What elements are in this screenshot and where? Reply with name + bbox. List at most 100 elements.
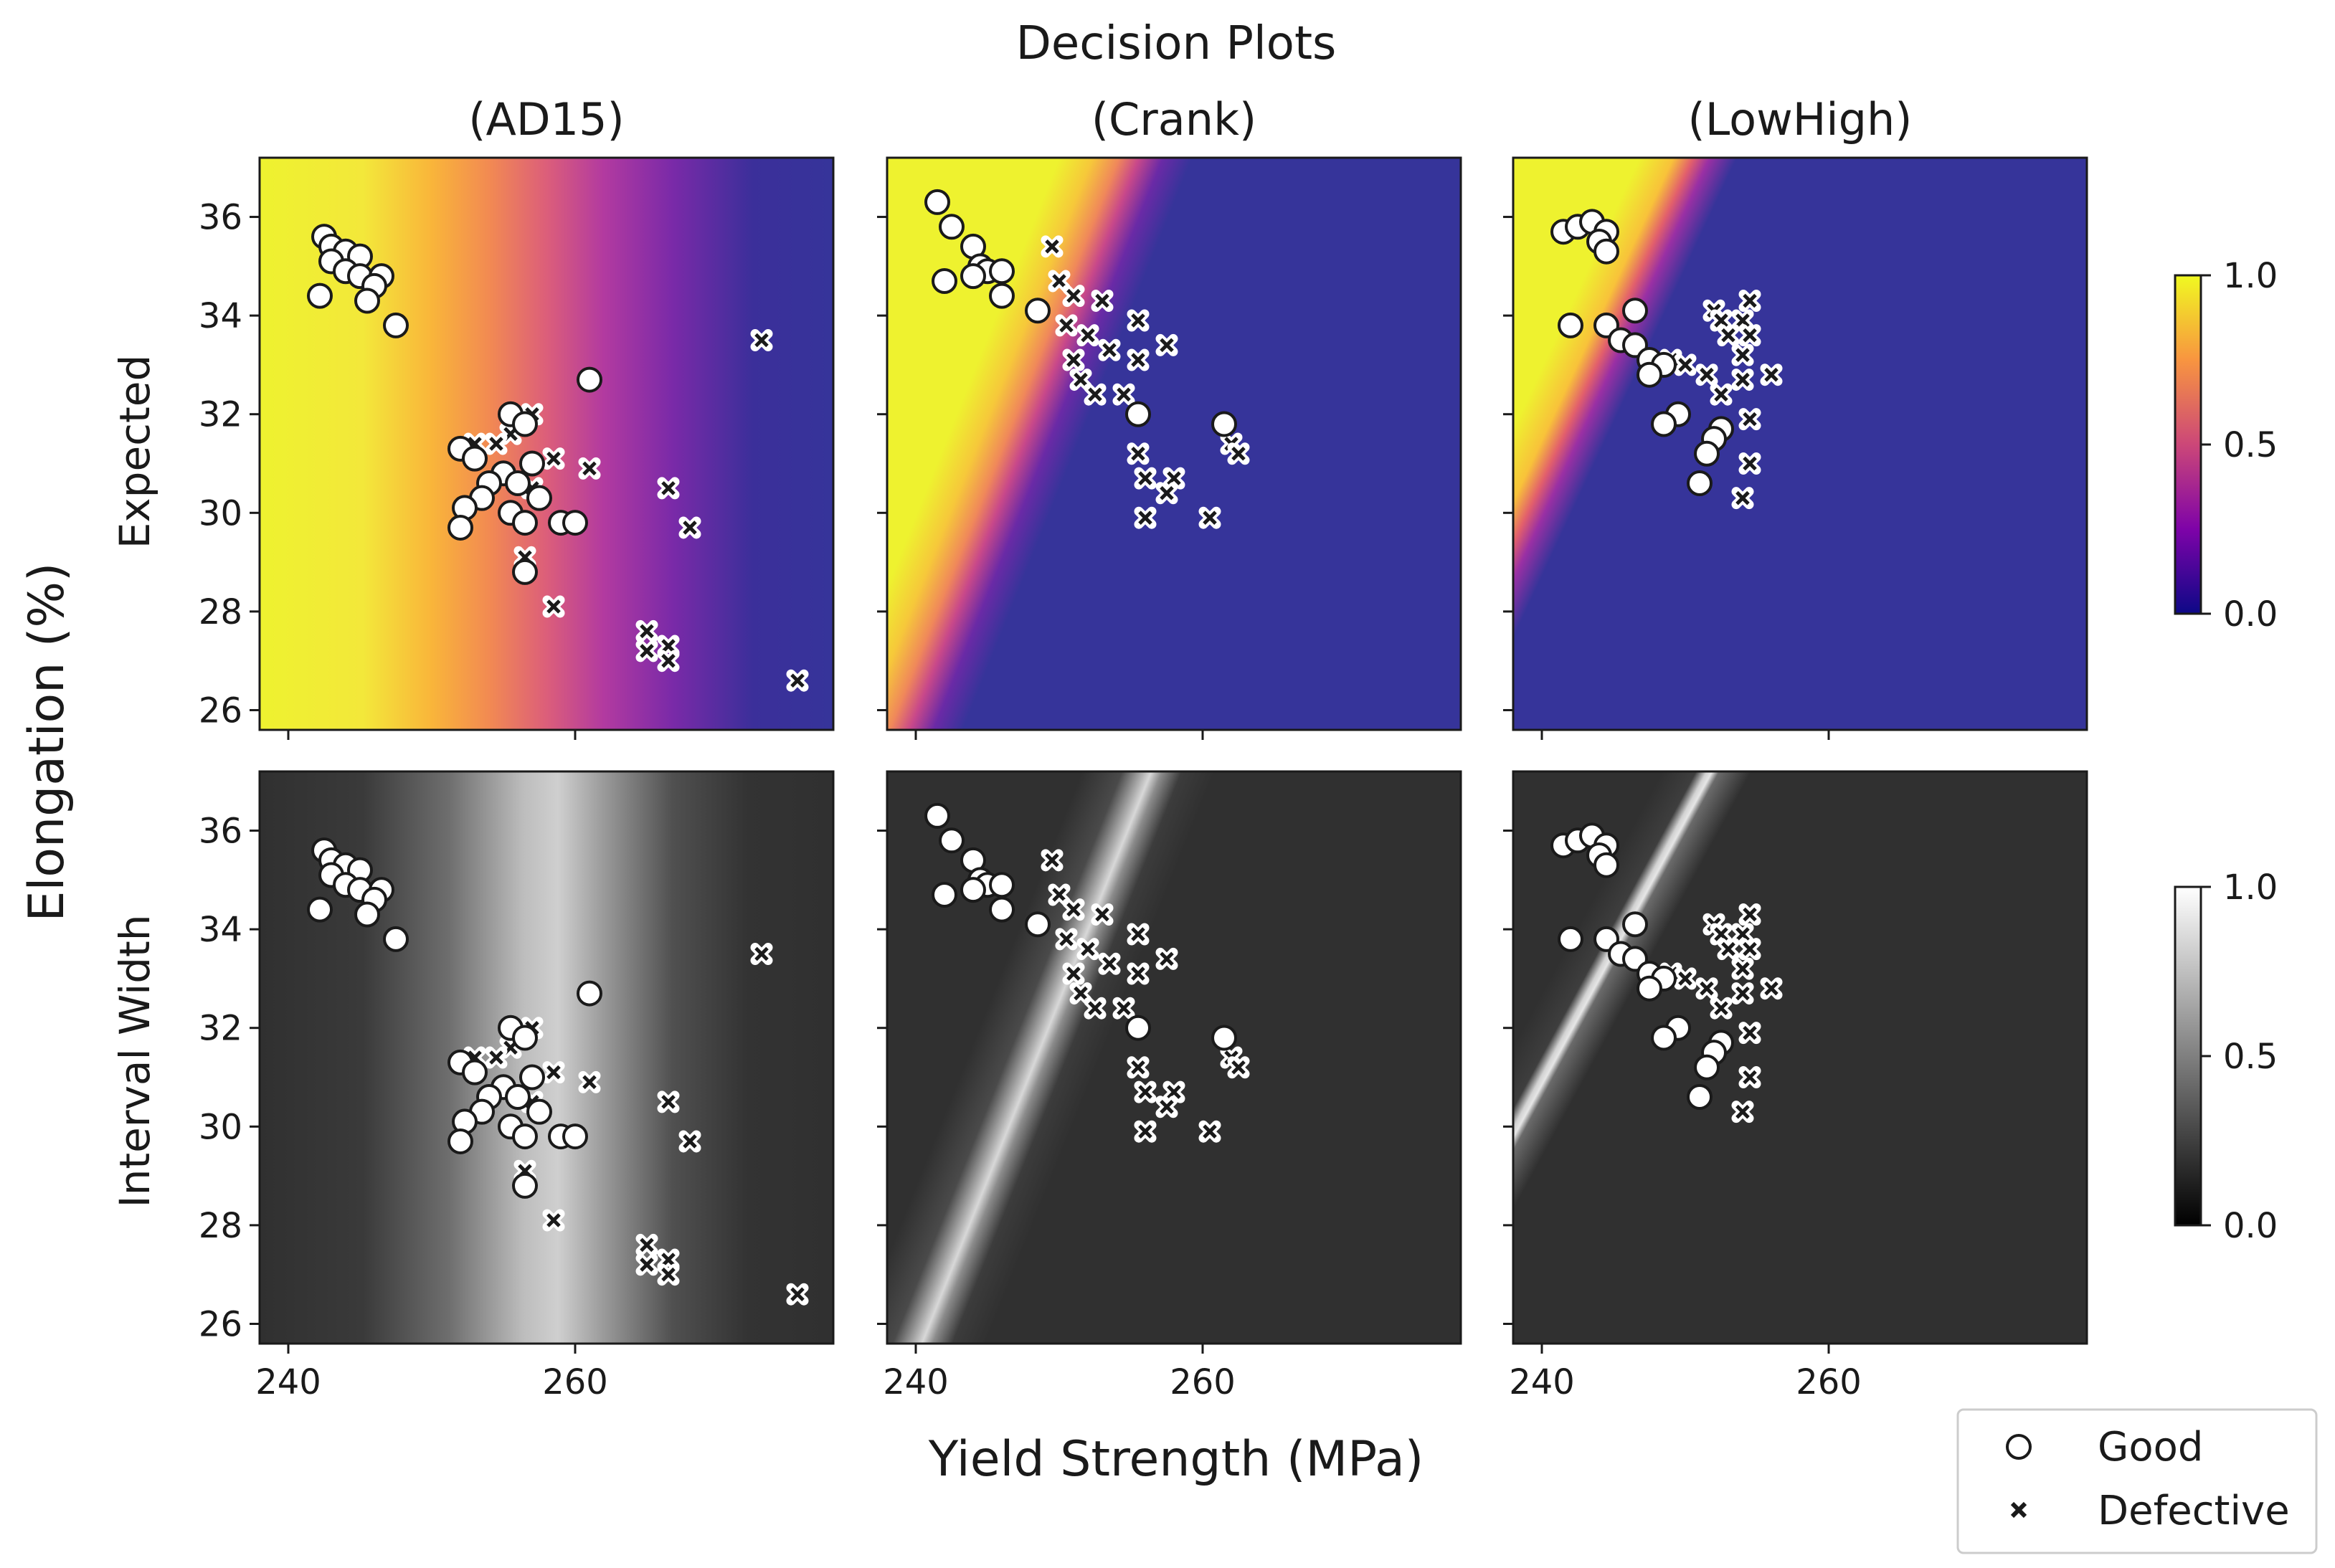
panel-frame (1512, 770, 2088, 1345)
good-point (1694, 440, 1720, 467)
expected-panel-0: 26 28 30 32 34 36 (199, 156, 835, 740)
defective-point (1091, 903, 1114, 926)
y-tick-label: 30 (199, 1107, 242, 1147)
colorbar-expected-tick: 0.5 (2223, 425, 2278, 465)
defective-point (1695, 364, 1718, 386)
y-tick-label: 34 (199, 296, 242, 336)
defective-point (1731, 1101, 1754, 1123)
good-point (924, 802, 950, 829)
good-point (512, 559, 538, 585)
good-point (512, 411, 538, 437)
y-tick-label: 32 (199, 395, 242, 435)
defective-point (786, 1283, 809, 1306)
defective-point (542, 1061, 565, 1084)
defective-point (1069, 982, 1092, 1005)
legend-box (1956, 1408, 2318, 1554)
defective-point (1155, 333, 1178, 356)
defective-point (786, 669, 809, 692)
column-title-lowhigh: (LowHigh) (1688, 93, 1913, 146)
defective-point (1738, 938, 1761, 961)
defective-point (1112, 997, 1135, 1020)
good-point (989, 872, 1015, 898)
defective-point (1041, 235, 1064, 258)
defective-point (1127, 923, 1150, 946)
expected-panel-1 (877, 156, 1462, 740)
defective-point (750, 943, 773, 966)
defective-point (678, 516, 701, 539)
figure-title: Decision Plots (1016, 17, 1337, 70)
defective-point (635, 1253, 658, 1276)
good-point (1558, 312, 1583, 338)
defective-point (1227, 442, 1250, 465)
defective-point (1112, 383, 1135, 406)
good-point (519, 450, 545, 477)
good-point (1593, 852, 1619, 878)
defective-point (542, 595, 565, 618)
good-point (1651, 411, 1677, 437)
defective-point (635, 619, 658, 642)
good-point (989, 896, 1015, 923)
defective-point (1738, 1022, 1761, 1045)
good-point (1593, 238, 1619, 265)
row-label-expected: Expected (110, 355, 159, 549)
defective-point (1738, 408, 1761, 431)
good-point (939, 214, 965, 240)
defective-point (1076, 938, 1099, 961)
defective-point (1738, 1066, 1761, 1089)
y-tick-label: 32 (199, 1009, 242, 1049)
colorbar-expected-gradient (2174, 274, 2202, 615)
good-point (512, 1172, 538, 1199)
good-point (1025, 911, 1051, 938)
defective-point (1731, 957, 1754, 980)
defective-point (1731, 343, 1754, 366)
good-point (519, 1064, 545, 1091)
defective-point (1134, 1120, 1157, 1143)
defective-point (1134, 467, 1157, 490)
good-point (1687, 1084, 1713, 1111)
colorbar-expected: 0.0 0.5 1.0 (2174, 256, 2278, 635)
defective-point (635, 640, 658, 662)
defective-point (1731, 309, 1754, 332)
defective-point (1041, 849, 1064, 872)
good-point (462, 1059, 488, 1085)
good-point (1622, 911, 1648, 938)
good-point (447, 514, 473, 541)
defective-point (1062, 962, 1085, 985)
colorbar-interval-width: 0.0 0.5 1.0 (2174, 868, 2278, 1246)
defective-point (1710, 383, 1733, 406)
good-point (354, 901, 380, 928)
good-point (932, 267, 957, 294)
y-tick-label: 36 (199, 812, 242, 852)
legend-defective-marker (2010, 1501, 2027, 1519)
good-point (512, 510, 538, 536)
good-point (307, 896, 333, 923)
good-point (960, 263, 986, 290)
y-tick-label: 30 (199, 493, 242, 533)
defective-point (1062, 898, 1085, 921)
good-point (512, 1025, 538, 1051)
defective-point (657, 1263, 680, 1286)
good-point (562, 1123, 588, 1150)
good-point (512, 1123, 538, 1150)
defective-point (1710, 997, 1733, 1020)
good-point (526, 485, 552, 511)
defective-point (1155, 482, 1178, 505)
defective-point (1091, 290, 1114, 312)
panel-frame (1512, 156, 2088, 731)
good-point (960, 877, 986, 903)
defective-point (1062, 348, 1085, 371)
defective-point (1069, 369, 1092, 391)
good-point (1211, 1025, 1237, 1051)
defective-point (1134, 506, 1157, 529)
panel-frame (886, 770, 1462, 1345)
good-point (577, 366, 602, 393)
defective-point (1162, 467, 1185, 490)
legend-good-marker (2006, 1434, 2032, 1460)
colorbar-interval-gradient (2174, 885, 2202, 1227)
defective-point (1048, 270, 1071, 293)
good-point (447, 1128, 473, 1154)
good-point (505, 1084, 531, 1111)
defective-point (657, 650, 680, 673)
defective-point (1127, 348, 1150, 371)
y-tick-label: 36 (199, 198, 242, 238)
